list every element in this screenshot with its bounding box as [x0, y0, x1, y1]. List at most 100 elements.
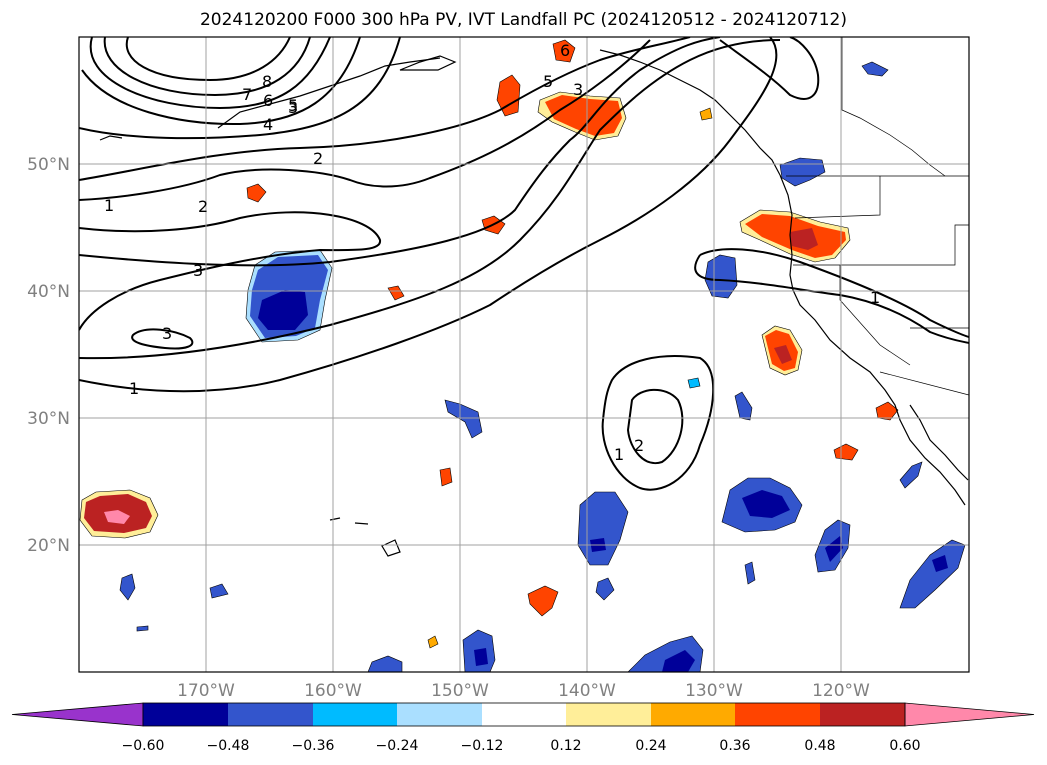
colorbar-tick-label: −0.36 — [292, 738, 335, 754]
pv-anomaly-blob — [444, 399, 483, 439]
coastline — [599, 49, 781, 176]
coastline — [399, 55, 457, 71]
contour-label: 5 — [288, 96, 298, 115]
contour-label: 3 — [288, 98, 298, 117]
border-line — [839, 265, 911, 366]
pv-anomaly-blob — [387, 285, 405, 301]
contour-line — [79, 37, 401, 140]
contour-label: 4 — [263, 115, 273, 134]
contour-label: 3 — [193, 261, 203, 280]
pv-anomaly-blob — [439, 467, 453, 487]
pv-anomaly-blob — [209, 583, 229, 599]
contour-line — [103, 37, 311, 97]
map-frame — [78, 36, 970, 673]
contour-line — [89, 37, 331, 110]
pv-anomaly-blob — [899, 539, 966, 609]
colorbar-segment — [397, 703, 482, 726]
lon-label: 150°W — [431, 681, 489, 701]
pv-anomaly-blob — [861, 61, 889, 77]
colorbar-tick-label: 0.36 — [719, 738, 750, 754]
contour-label: 2 — [634, 436, 644, 455]
colorbar-ticks: −0.60 −0.48 −0.36 −0.24 −0.12 0.12 0.24 … — [122, 738, 921, 754]
pv-anomaly-blob — [662, 650, 695, 672]
colorbar-segment — [820, 703, 905, 726]
coastline — [99, 135, 123, 141]
pv-anomaly-blob — [742, 490, 790, 518]
lon-label: 120°W — [812, 681, 870, 701]
pv-anomaly-blob — [825, 536, 843, 562]
pv-anomaly-blob — [258, 290, 308, 330]
pv-anomaly-blob — [875, 401, 899, 421]
lat-label: 40°N — [27, 282, 70, 302]
contour-line — [601, 355, 715, 491]
pv-anomaly-blob — [932, 555, 948, 572]
lat-label: 50°N — [27, 155, 70, 175]
coastline — [329, 517, 341, 521]
colorbar-tick-label: −0.60 — [122, 738, 165, 754]
pv-positive-anomalies — [79, 39, 899, 649]
pv-anomaly-blob — [246, 183, 267, 203]
coastline — [217, 57, 441, 129]
pv-anomaly-blob — [774, 345, 792, 364]
contour-line — [125, 37, 291, 82]
pv-anomaly-blob — [427, 635, 439, 649]
border-line — [793, 224, 969, 266]
gridlines — [79, 37, 969, 672]
colorbar-extend-high — [904, 702, 1035, 727]
lon-label: 140°W — [558, 681, 616, 701]
pv-anomaly-blob — [367, 655, 403, 672]
contour-line — [719, 37, 820, 100]
colorbar-tick-label: 0.24 — [635, 738, 666, 754]
lon-label: 130°W — [685, 681, 743, 701]
pv-anomaly-blob — [595, 577, 615, 601]
contour-label: 2 — [198, 197, 208, 216]
border-line — [794, 176, 881, 219]
contour-label: 1 — [104, 196, 114, 215]
contour-line — [79, 211, 381, 331]
pv-anomaly-blob — [136, 625, 149, 632]
contour-label: 3 — [573, 80, 583, 99]
colorbar-segment — [228, 703, 313, 726]
pv-anomaly-blob — [496, 74, 521, 117]
lon-label: 170°W — [177, 681, 235, 701]
colorbar-tick-label: −0.12 — [461, 738, 504, 754]
ivt-contours — [79, 37, 969, 491]
contour-label: 1 — [614, 445, 624, 464]
contour-line — [626, 388, 684, 465]
contour-line — [699, 248, 969, 338]
map-panel: 8 7 6 5 4 3 2 1 2 3 3 1 6 5 3 1 1 2 — [78, 36, 970, 673]
contour-label: 6 — [560, 41, 570, 60]
pv-anomaly-blob — [687, 377, 701, 389]
colorbar-tick-label: 0.12 — [550, 738, 581, 754]
pv-anomaly-blob — [699, 107, 713, 121]
pv-anomaly-blob — [734, 391, 753, 421]
colorbar-extend-low — [11, 702, 144, 727]
pv-negative-anomalies — [119, 61, 966, 672]
pv-anomaly-blob — [833, 443, 859, 461]
contour-label: 1 — [870, 288, 880, 307]
lon-label: 160°W — [304, 681, 362, 701]
contour-line — [79, 39, 651, 201]
colorbar-segment — [735, 703, 820, 726]
pv-anomaly-blob — [474, 648, 488, 666]
pv-anomaly-blob — [577, 491, 629, 566]
coastline — [354, 522, 369, 525]
contour-line — [79, 37, 721, 267]
coastline — [381, 539, 401, 557]
lon-labels: 170°W 160°W 150°W 140°W 130°W 120°W — [177, 681, 870, 701]
pv-anomaly-blob — [744, 561, 756, 585]
pv-anomaly-blob — [552, 39, 576, 63]
contour-line — [131, 328, 194, 350]
colorbar: −0.60 −0.48 −0.36 −0.24 −0.12 0.12 0.24 … — [11, 702, 1035, 754]
figure-title: 2024120200 F000 300 hPa PV, IVT Landfall… — [199, 10, 847, 30]
contour-label: 5 — [543, 72, 553, 91]
pv-anomaly-blob — [119, 573, 136, 601]
map-background — [79, 37, 969, 672]
contour-line — [79, 39, 781, 360]
pv-anomaly-blob — [790, 228, 818, 250]
contour-label: 1 — [129, 379, 139, 398]
political-borders — [786, 37, 969, 396]
colorbar-tick-label: 0.48 — [804, 738, 835, 754]
contour-label: 3 — [162, 324, 172, 343]
